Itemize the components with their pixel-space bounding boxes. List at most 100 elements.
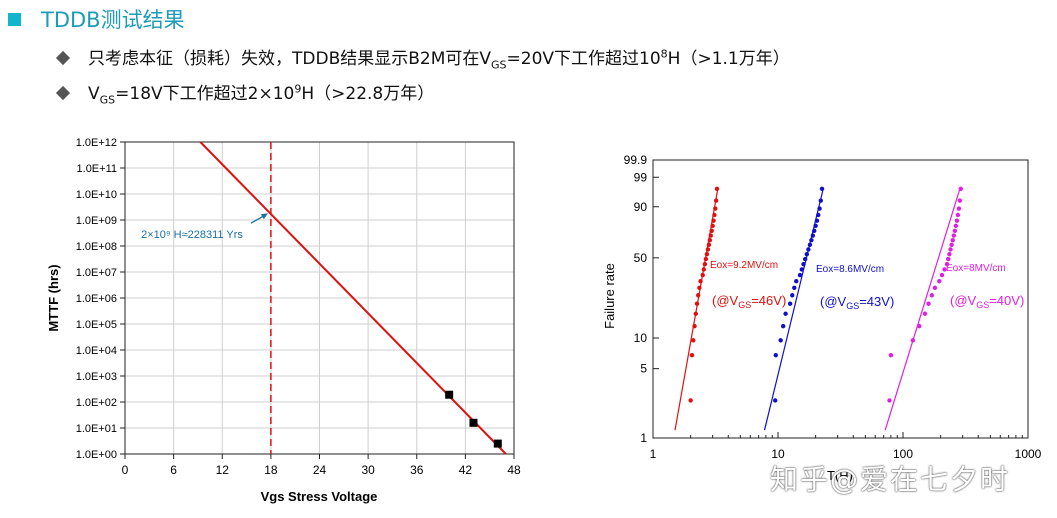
series-point — [952, 228, 958, 233]
series-point — [787, 301, 793, 306]
watermark: 知乎@爱在七夕时 — [770, 463, 1011, 496]
y-tick-label: 1.0E+03 — [76, 371, 117, 383]
x-tick-label: 36 — [410, 463, 424, 477]
series-point — [812, 228, 817, 233]
series-vgs-label: (@VGS=46V) — [712, 293, 786, 310]
y-tick-label: 1.0E+11 — [77, 163, 117, 175]
series-point — [708, 233, 713, 238]
series-point — [783, 311, 788, 316]
y-tick-label: 1 — [640, 431, 647, 445]
series-point — [709, 228, 714, 233]
series-point — [947, 252, 952, 257]
series-point — [705, 247, 711, 252]
series-point — [801, 261, 806, 267]
y-tick-label: 5 — [640, 362, 647, 376]
series-point — [790, 293, 795, 298]
data-point — [493, 439, 502, 448]
weibull-chart-marks: Eox=9.2MV/cm (@VGS=46V) Eox=8.6MV/cm (@VGS=… — [674, 186, 1024, 431]
series-point — [939, 272, 945, 278]
series-point — [804, 252, 810, 257]
y-tick-label: 1.0E+06 — [76, 293, 117, 305]
series-point — [707, 237, 713, 243]
series-vgs-label: (@VGS=43V) — [820, 294, 894, 311]
series-point — [696, 293, 701, 298]
x-tick-label: 12 — [216, 463, 230, 477]
series-point — [780, 323, 786, 329]
series-point — [954, 218, 960, 223]
series-point — [692, 323, 697, 329]
series-point — [887, 398, 892, 403]
series-point — [794, 278, 799, 284]
series-point — [948, 247, 953, 252]
series-point — [932, 285, 938, 291]
y-tick-label: 1.0E+05 — [76, 319, 117, 331]
series-point — [792, 285, 797, 291]
series-point — [953, 223, 959, 229]
annotation-label: 2×10⁹ H≈228311 Yrs — [141, 229, 243, 241]
series-eox-label: Eox=8.6MV/cm — [816, 264, 884, 275]
x-tick-label: 18 — [264, 463, 278, 477]
series-point — [799, 267, 804, 272]
x-tick-label: 10 — [771, 447, 785, 461]
y-tick-label: 1.0E+02 — [76, 397, 117, 409]
mttf-chart-grid — [124, 141, 515, 455]
series-point — [806, 247, 811, 252]
bullet-1-text: 只考虑本征（损耗）失效，TDDB结果显示B2M可在VGS=20V下工作超过108… — [88, 47, 790, 72]
series-eox-label: Eox=9.2MV/cm — [710, 260, 778, 271]
series-point — [703, 256, 709, 262]
series-point — [700, 272, 705, 278]
series-point — [802, 256, 808, 262]
series-point — [942, 267, 947, 272]
series-point — [712, 212, 717, 218]
series-point — [689, 352, 695, 358]
series-point — [697, 285, 702, 291]
weibull-series: Eox=8MV/cm (@VGS=40V) — [884, 186, 1024, 431]
series-point — [773, 398, 778, 403]
x-tick-label: 24 — [313, 463, 327, 477]
weibull-x-axis-label: T(H) — [827, 468, 853, 483]
x-tick-label: 42 — [459, 463, 473, 477]
series-point — [929, 293, 935, 298]
series-point — [714, 186, 720, 192]
page-title: TDDB测试结果 — [41, 8, 185, 32]
series-point — [888, 352, 894, 358]
series-point — [950, 237, 955, 243]
bullet-2-text: VGS=18V下工作超过2×109H（>22.8万年） — [88, 82, 435, 107]
series-point — [809, 237, 814, 243]
weibull-chart-ticks: 1 10 100 1000 1 5 10 50 90 99 99.9 — [624, 153, 1042, 461]
series-point — [701, 267, 707, 272]
series-point — [937, 278, 942, 284]
mttf-y-axis-label: MTTF (hrs) — [46, 264, 61, 331]
bullet-1: 只考虑本征（损耗）失效，TDDB结果显示B2M可在VGS=20V下工作超过108… — [55, 44, 790, 72]
weibull-series: Eox=9.2MV/cm (@VGS=46V) — [674, 186, 786, 431]
data-point — [469, 418, 478, 427]
series-point — [944, 261, 950, 267]
series-fit-line — [884, 188, 961, 431]
mttf-chart-marks: 2×10⁹ H≈228311 Yrs — [141, 141, 507, 455]
series-point — [702, 261, 708, 267]
x-tick-label: 6 — [170, 463, 177, 477]
series-point — [797, 272, 803, 278]
mttf-x-axis-label: Vgs Stress Voltage — [261, 489, 378, 504]
series-point — [693, 311, 699, 316]
data-point — [445, 390, 454, 399]
y-tick-label: 1.0E+10 — [76, 189, 117, 201]
series-point — [910, 338, 916, 343]
series-point — [704, 252, 710, 257]
weibull-chart: 1 10 100 1000 1 5 10 50 90 99 99.9 Eox=9.2MV/cm (@V… — [602, 153, 1042, 483]
y-tick-label: 1.0E+01 — [76, 423, 117, 435]
slide-title: TDDB测试结果 — [8, 4, 185, 34]
x-tick-label: 1000 — [1015, 447, 1042, 461]
y-tick-label: 1.0E+00 — [76, 449, 117, 461]
series-point — [810, 233, 816, 238]
fit-line — [199, 141, 507, 455]
series-point — [819, 186, 825, 192]
x-tick-label: 0 — [122, 463, 129, 477]
series-point — [778, 338, 783, 343]
y-tick-label: 10 — [634, 331, 648, 345]
x-tick-label: 48 — [507, 463, 521, 477]
series-vgs-label: (@VGS=40V) — [950, 293, 1024, 310]
diamond-bullet-icon — [55, 50, 71, 65]
series-point — [706, 242, 712, 248]
x-tick-label: 30 — [361, 463, 375, 477]
